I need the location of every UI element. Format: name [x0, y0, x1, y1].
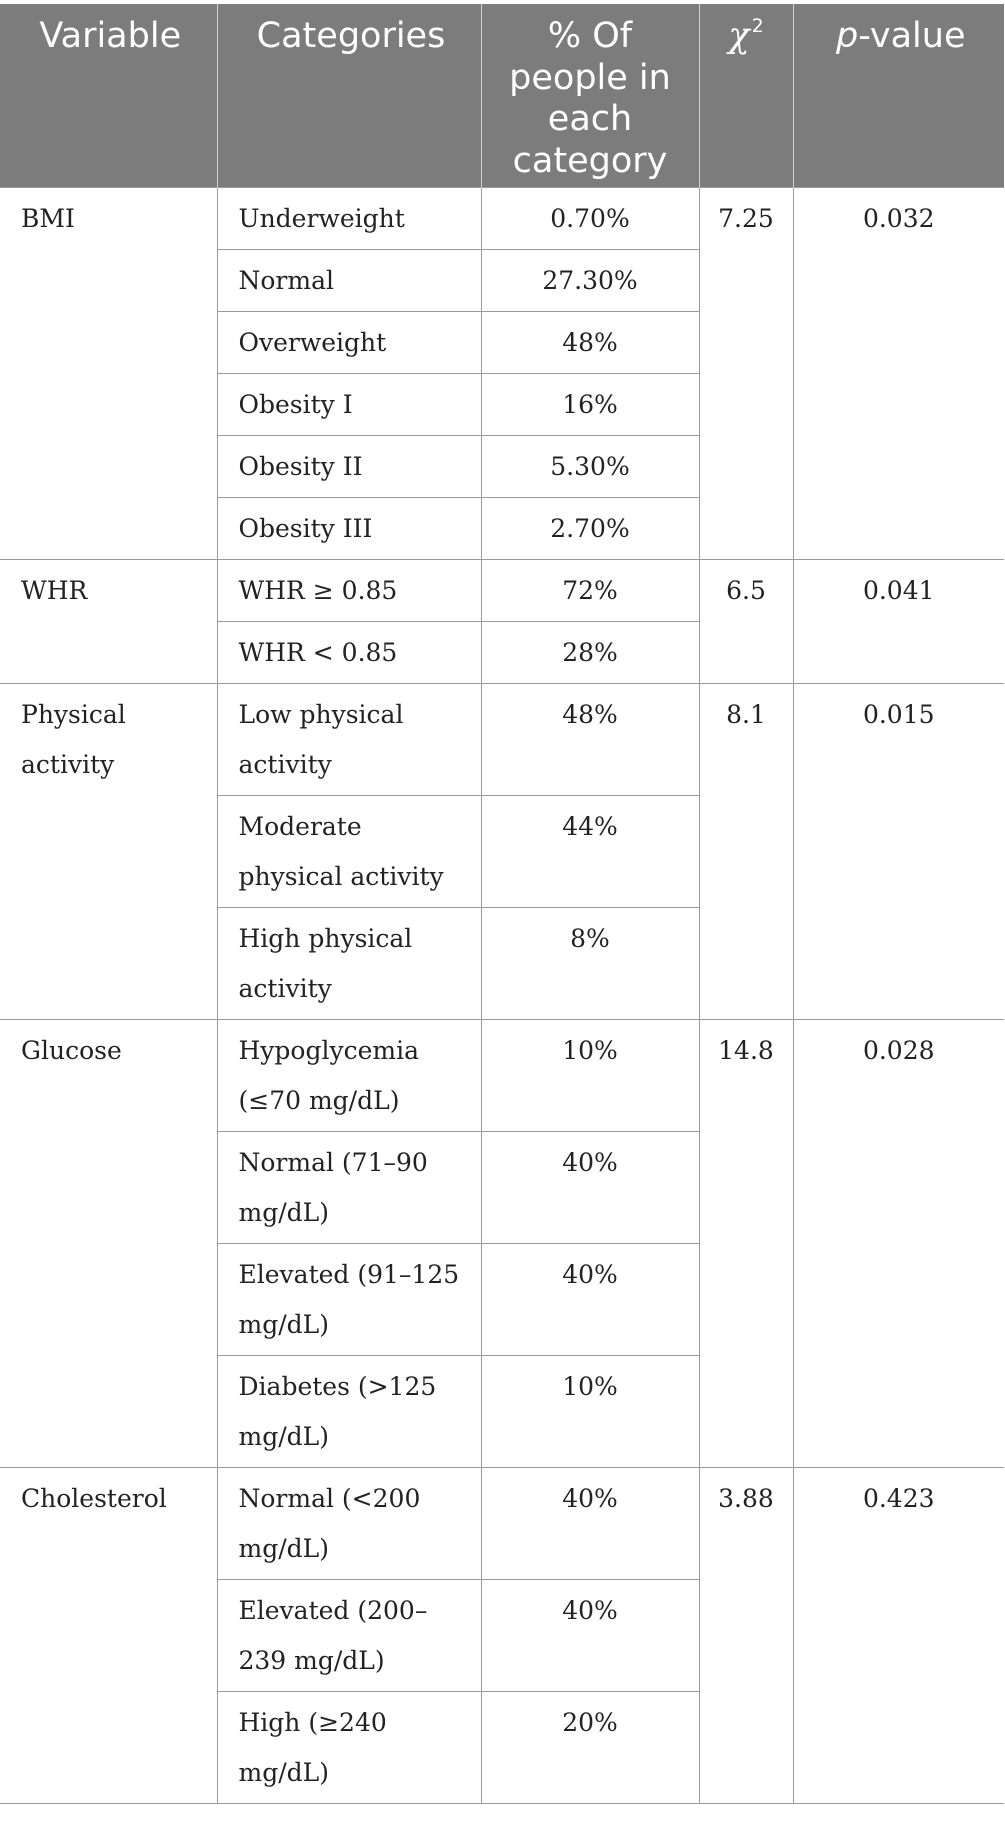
- percent-cell: 16%: [480, 372, 700, 436]
- table-row: Obesity II 5.30%: [0, 434, 1004, 498]
- table-row: WHR WHR ≥ 0.85 72% 6.5 0.041: [0, 558, 1004, 684]
- table-row: Glucose Hypoglycemia (≤70 mg/dL) 10% 14.8 0.…: [0, 1018, 1004, 1468]
- category-cell: Obesity II: [217, 434, 482, 498]
- header-percent: % Of people in each category: [481, 4, 700, 187]
- table-row: Normal 27.30%: [0, 248, 1004, 312]
- category-cell: Normal (<200 mg/dL): [216, 1466, 482, 1580]
- category-cell: Low physical activity: [216, 682, 482, 796]
- table-row: Diabetes (>125 mg/dL) 10%: [0, 1354, 1004, 1468]
- chi-exponent: 2: [751, 15, 764, 37]
- category-cell: Obesity I: [217, 372, 482, 436]
- header-variable: Variable: [0, 4, 218, 187]
- percent-cell: 48%: [480, 682, 700, 796]
- p-value-cell: 0.423: [792, 1466, 1004, 1804]
- percent-cell: 20%: [480, 1690, 700, 1804]
- table-row: WHR < 0.85 28%: [0, 620, 1004, 684]
- table-row: High physical activity 8%: [0, 906, 1004, 1020]
- p-value-cell: 0.041: [792, 558, 1004, 684]
- category-cell: Normal (71–90 mg/dL): [217, 1130, 482, 1244]
- percent-cell: 27.30%: [480, 248, 700, 312]
- percent-cell: 5.30%: [480, 434, 700, 498]
- p-letter: p: [835, 16, 859, 56]
- category-cell: High physical activity: [217, 906, 482, 1020]
- percent-cell: 40%: [480, 1466, 700, 1580]
- results-table: Variable Categories % Of people in each …: [0, 4, 1004, 1804]
- category-cell: Elevated (91–125 mg/dL): [217, 1242, 482, 1356]
- chi-symbol: χ: [728, 16, 750, 56]
- percent-cell: 48%: [480, 310, 700, 374]
- percent-cell: 2.70%: [480, 496, 700, 560]
- category-cell: Elevated (200–239 mg/dL): [217, 1578, 482, 1692]
- percent-cell: 28%: [480, 620, 700, 684]
- category-cell: WHR < 0.85: [217, 620, 482, 684]
- percent-cell: 10%: [480, 1018, 700, 1132]
- table-body: BMI Underweight 0.70% 7.25 0.032 Normal 27.30%…: [0, 186, 1004, 1804]
- table-row: Elevated (91–125 mg/dL) 40%: [0, 1242, 1004, 1356]
- variable-cell: WHR: [0, 558, 218, 684]
- p-value-cell: 0.032: [792, 186, 1004, 560]
- table-row: Overweight 48%: [0, 310, 1004, 374]
- table-row: Cholesterol Normal (<200 mg/dL) 40% 3.88 0.4…: [0, 1466, 1004, 1804]
- chi-square-cell: 14.8: [698, 1018, 794, 1468]
- chi-square-cell: 3.88: [698, 1466, 794, 1804]
- table-row: Moderate physical activity 44%: [0, 794, 1004, 908]
- p-suffix: -value: [858, 16, 966, 56]
- variable-cell: Cholesterol: [0, 1466, 218, 1804]
- percent-cell: 10%: [480, 1354, 700, 1468]
- chi-square-cell: 7.25: [698, 186, 794, 560]
- percent-cell: 8%: [480, 906, 700, 1020]
- percent-cell: 40%: [480, 1130, 700, 1244]
- table-row: Physical activity Low physical activity 48…: [0, 682, 1004, 1020]
- category-cell: Hypoglycemia (≤70 mg/dL): [216, 1018, 482, 1132]
- category-cell: WHR ≥ 0.85: [216, 558, 482, 622]
- category-cell: Overweight: [217, 310, 482, 374]
- variable-cell: BMI: [0, 186, 218, 560]
- category-cell: Obesity III: [217, 496, 482, 560]
- p-value-cell: 0.028: [792, 1018, 1004, 1468]
- percent-cell: 0.70%: [480, 186, 700, 250]
- category-cell: Diabetes (>125 mg/dL): [217, 1354, 482, 1468]
- table-row: Obesity III 2.70%: [0, 496, 1004, 560]
- category-cell: Normal: [217, 248, 482, 312]
- category-cell: High (≥240 mg/dL): [217, 1690, 482, 1804]
- chi-square-cell: 6.5: [698, 558, 794, 684]
- header-p-value: p-value: [793, 4, 1004, 187]
- category-cell: Moderate physical activity: [217, 794, 482, 908]
- table-row: Normal (71–90 mg/dL) 40%: [0, 1130, 1004, 1244]
- category-cell: Underweight: [216, 186, 482, 250]
- chi-square-cell: 8.1: [698, 682, 794, 1020]
- p-value-cell: 0.015: [792, 682, 1004, 1020]
- variable-cell: Glucose: [0, 1018, 218, 1468]
- header-row: Variable Categories % Of people in each …: [0, 4, 1004, 187]
- table-row: High (≥240 mg/dL) 20%: [0, 1690, 1004, 1804]
- variable-cell: Physical activity: [0, 682, 218, 1020]
- percent-cell: 40%: [480, 1578, 700, 1692]
- table-row: Elevated (200–239 mg/dL) 40%: [0, 1578, 1004, 1692]
- table-row: BMI Underweight 0.70% 7.25 0.032: [0, 186, 1004, 560]
- percent-cell: 72%: [480, 558, 700, 622]
- percent-cell: 44%: [480, 794, 700, 908]
- table-row: Obesity I 16%: [0, 372, 1004, 436]
- percent-cell: 40%: [480, 1242, 700, 1356]
- header-categories: Categories: [217, 4, 482, 187]
